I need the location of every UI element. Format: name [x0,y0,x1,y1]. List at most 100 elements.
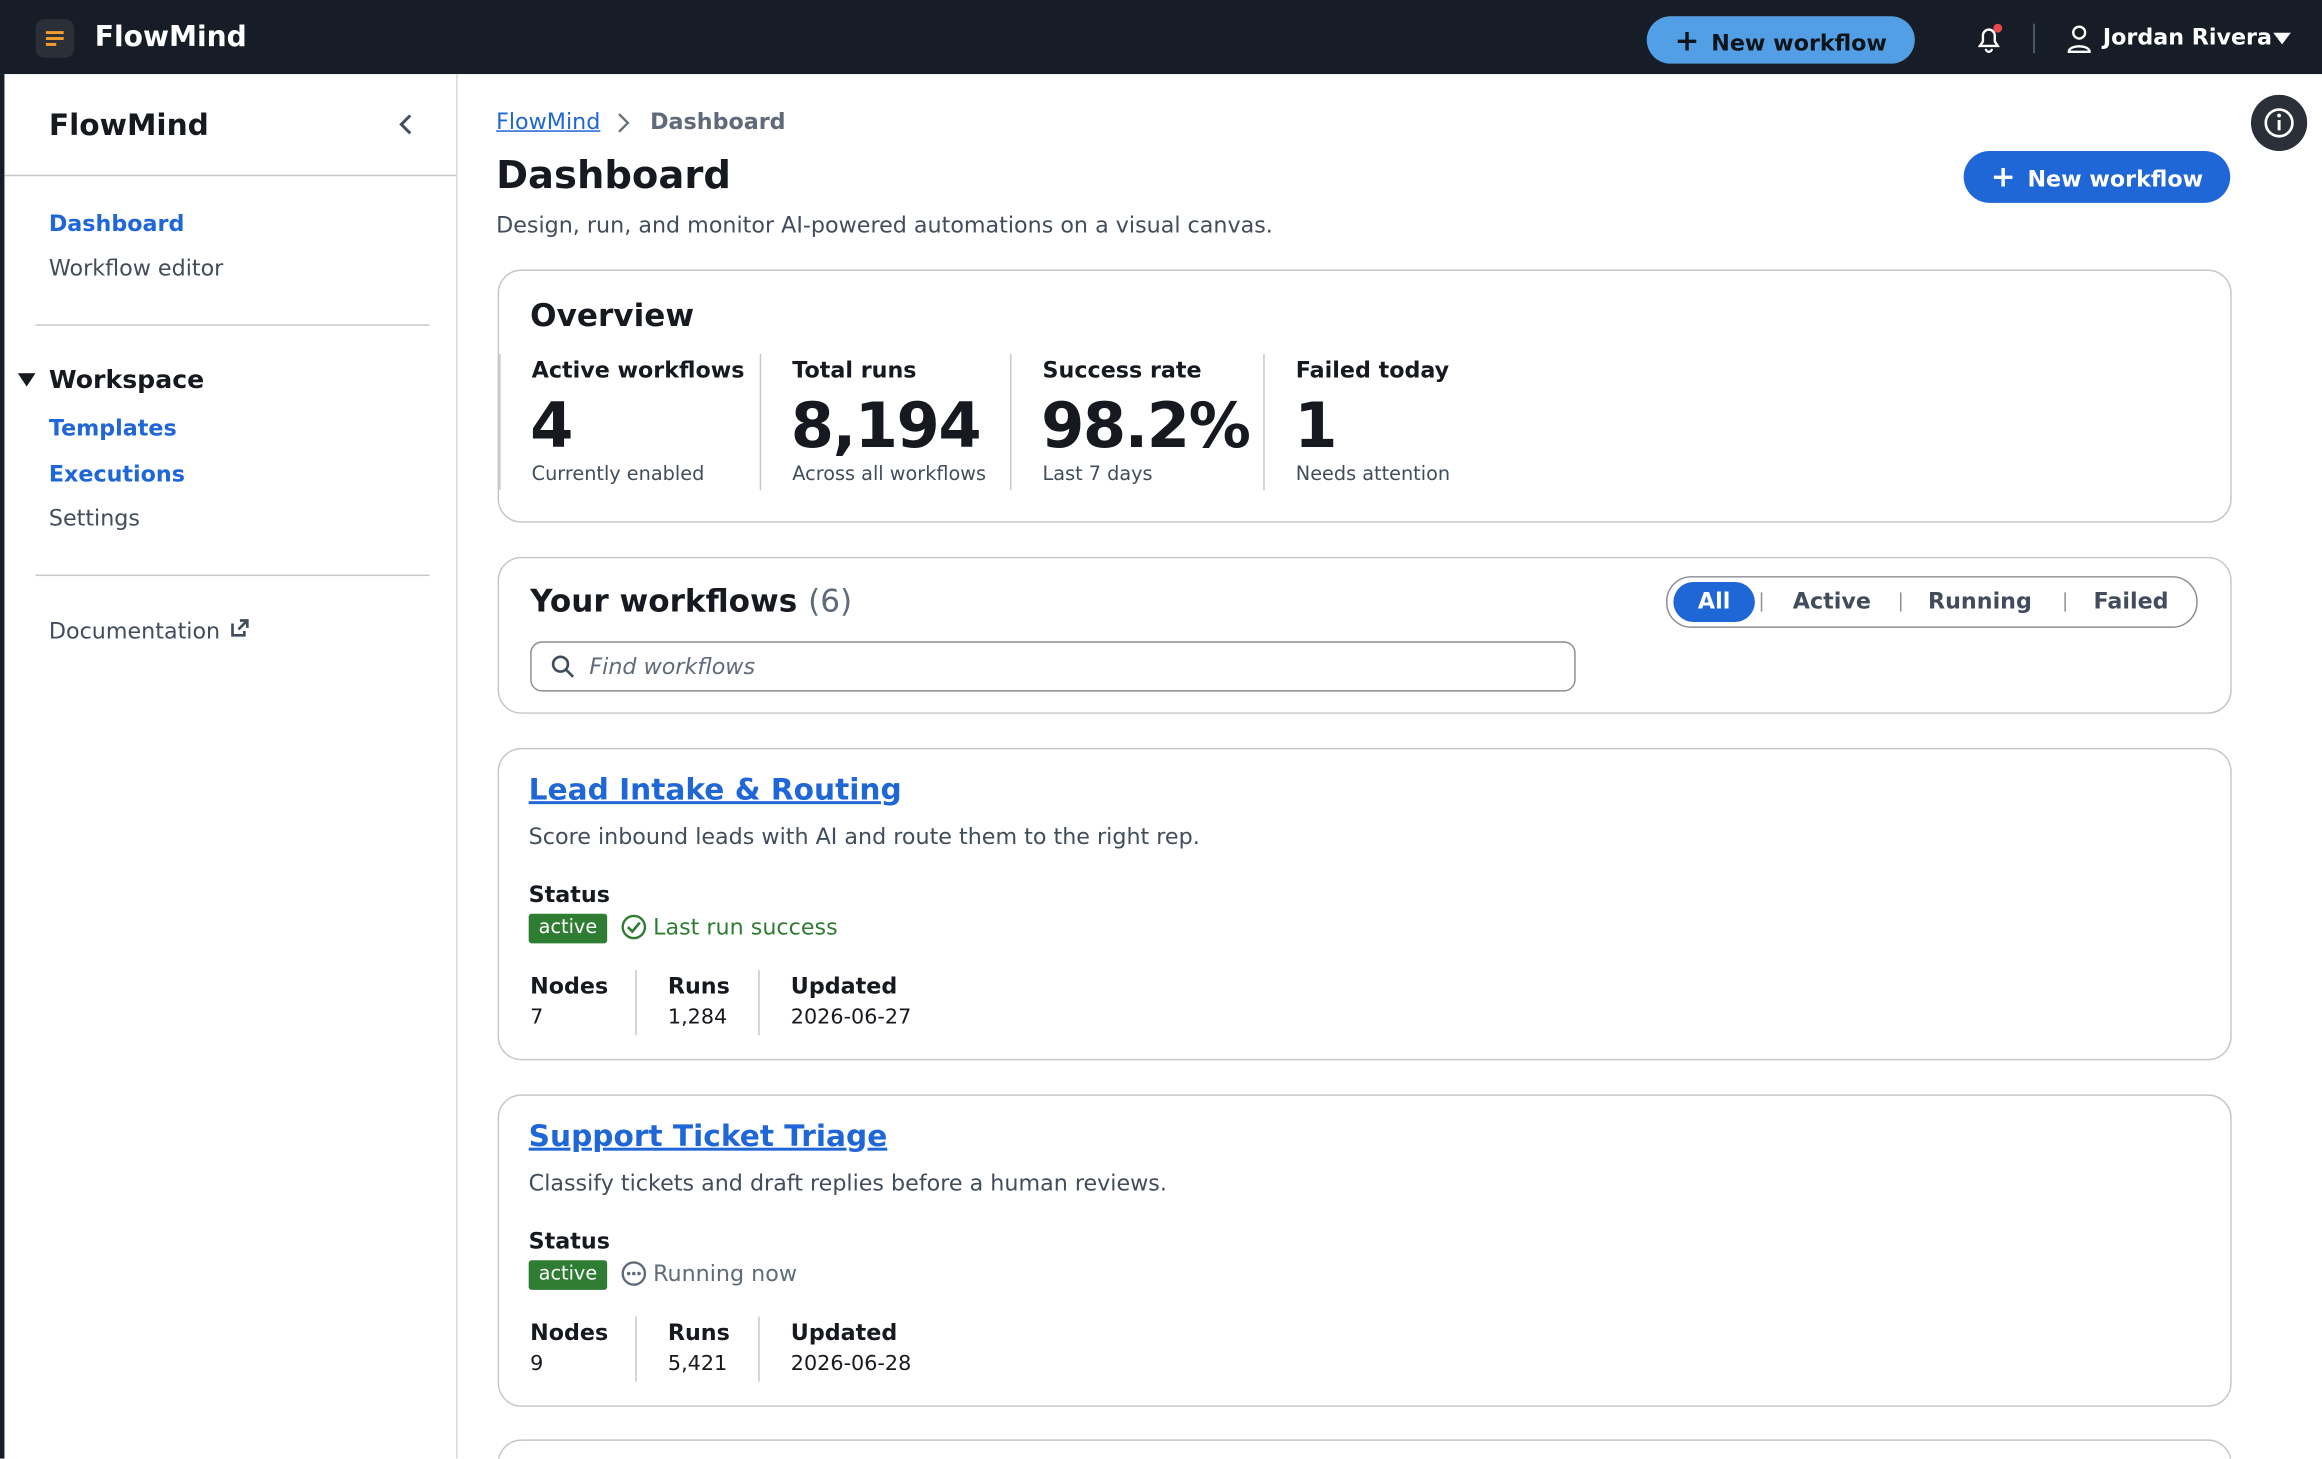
icon-shape [2067,45,2091,54]
workflow-name[interactable]: Support Ticket Triage [528,1118,888,1154]
breadcrumb-current: Dashboard [650,108,786,135]
status-label: Status [528,881,610,908]
filter-option[interactable]: All [1673,581,1755,622]
workflow-card: Lead Intake & Routing Score inbound leads… [497,747,2232,1061]
field-label: Updated [790,1319,898,1347]
stat-value: 1 [1294,389,1337,463]
icon-shape [626,1271,631,1276]
breadcrumb-link[interactable]: FlowMind [496,108,601,135]
filter-separator [2064,592,2066,612]
field-value: 2026-06-27 [790,1005,912,1030]
decoration [45,31,64,35]
caret [2273,32,2291,45]
nav-link[interactable]: Templates [48,414,177,442]
stat-separator [499,353,501,491]
divider [4,174,457,177]
filter-separator [1899,592,1902,612]
new-workflow-button[interactable]: + New workflow [1646,16,1915,64]
stat-value: 8,194 [790,389,982,463]
top-bar: FlowMind + New workflow Jordan Rivera [0,0,2322,75]
field-label: Runs [667,972,730,1000]
status-label: Status [528,1227,610,1255]
workflows-card: Your workflows (6) All Active Running Faile… [497,556,2232,714]
stat-value: 4 [530,389,573,463]
field-value: 9 [530,1352,544,1376]
stat-note: Currently enabled [531,463,705,486]
button-text: New workflow [1711,29,1887,57]
search-input[interactable]: Find workflows [530,641,1576,692]
divider [35,574,430,577]
documentation-link[interactable]: Documentation [48,617,250,645]
filter-separator [1760,592,1763,612]
breadcrumb-separator [618,113,630,133]
search-icon [551,655,575,678]
decoration [45,42,57,46]
workflow-description: Score inbound leads with AI and route th… [528,823,1200,851]
nav-link[interactable]: Workflow editor [48,254,224,282]
overview-card: Overview Active workflows 4 Currently enab… [497,269,2232,523]
field-value: 5,421 [667,1352,728,1376]
section-title[interactable]: Workspace [48,365,205,396]
field-value: 1,284 [667,1005,728,1030]
nav-link[interactable]: Dashboard [48,210,185,237]
decoration [45,37,64,40]
info-button[interactable] [2250,94,2308,152]
filter-option[interactable]: Failed [2093,587,2169,615]
nav-link[interactable]: Settings [48,504,140,532]
sidebar-title: FlowMind [48,106,209,143]
field-value: 7 [530,1005,544,1030]
icon-shape [2072,25,2087,40]
plus-icon: + [1674,22,1700,58]
field-separator [635,1316,637,1382]
icon-shape [551,655,570,673]
user-name[interactable]: Jordan Rivera [2102,23,2273,51]
stat-note: Across all workflows [792,463,987,486]
card-title: Overview [530,297,695,334]
collapse-icon[interactable] [397,113,415,137]
card-title: Your workflows (6) [530,583,852,619]
icon-shape [564,668,575,678]
field-label: Nodes [530,972,609,1000]
status-badge: active [528,1260,608,1290]
expand-icon [17,373,36,387]
field-label: Runs [667,1319,730,1347]
filter-option[interactable]: Running [1928,587,2032,615]
stat-label: Failed today [1295,356,1450,384]
external-icon [230,619,249,637]
notifications-icon[interactable] [1973,22,2006,55]
link-text: Documentation [48,617,221,645]
run-status-icon [621,914,647,940]
icon-shape [2264,108,2294,138]
icon-shape [626,921,641,934]
stat-note: Needs attention [1295,463,1451,486]
stat-separator [1263,353,1265,491]
search-placeholder: Find workflows [589,653,756,680]
filter-group: All Active Running Failed [1666,576,2198,628]
icon-shape [2273,32,2291,45]
icon-shape [632,1271,636,1276]
run-status: Running now [653,1260,798,1287]
plus-icon: + [1990,158,2016,194]
brand: FlowMind [94,20,247,54]
field-separator [758,1316,760,1382]
stat-label: Total runs [792,356,917,384]
button-text: New workflow [2027,165,2204,193]
field-label: Updated [790,972,898,1000]
stat-label: Active workflows [531,356,745,384]
run-status: Last run success [653,913,838,941]
new-workflow-button[interactable]: + New workflow [1963,151,2231,203]
stat-value: 98.2% [1041,389,1251,463]
divider [35,324,430,326]
nav-link[interactable]: Executions [48,460,185,488]
divider [2033,23,2035,54]
stat-separator [1009,353,1012,491]
filter-option[interactable]: Active [1792,587,1871,615]
workflow-card [497,1439,2232,1459]
workflow-description: Classify tickets and draft replies befor… [528,1169,1167,1197]
workflow-name[interactable]: Lead Intake & Routing [528,771,902,808]
icon-shape [2277,113,2282,118]
run-status-icon [621,1261,647,1286]
sidebar: FlowMind Dashboard Workflow editor Works… [4,74,458,1459]
user-icon [2067,25,2091,54]
